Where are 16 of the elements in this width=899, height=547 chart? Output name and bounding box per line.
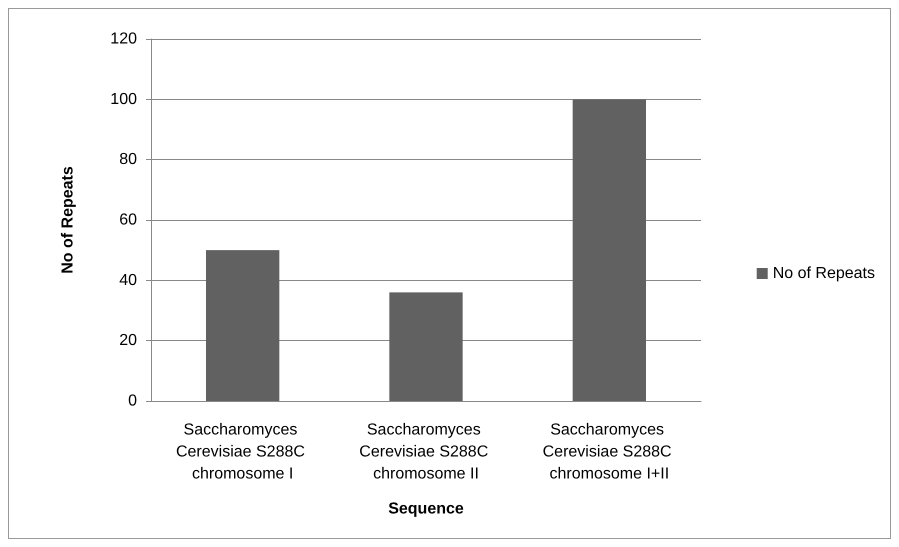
y-tick-label: 40 [119,272,138,289]
y-tick-label: 80 [119,151,138,168]
x-tick-label: Saccharomyces Cerevisiae S288C chromosome I [176,422,310,482]
bar [572,99,646,401]
y-tick-label: 0 [128,392,138,410]
legend-label: No of Repeats [772,265,875,282]
x-tick-label: Saccharomyces Cerevisiae S288C chromosome I+II [542,422,676,482]
x-tick-label: Saccharomyces Cerevisiae S288C chromosome II [359,422,493,482]
y-tick-label: 100 [110,90,138,108]
bar [389,292,463,401]
x-axis-title: Sequence [388,500,464,518]
y-axis-title: No of Repeats [60,166,76,274]
y-tick-label: 120 [110,30,138,48]
y-tick-label: 60 [119,212,138,228]
bar [206,250,280,401]
y-tick-label: 20 [119,332,138,350]
